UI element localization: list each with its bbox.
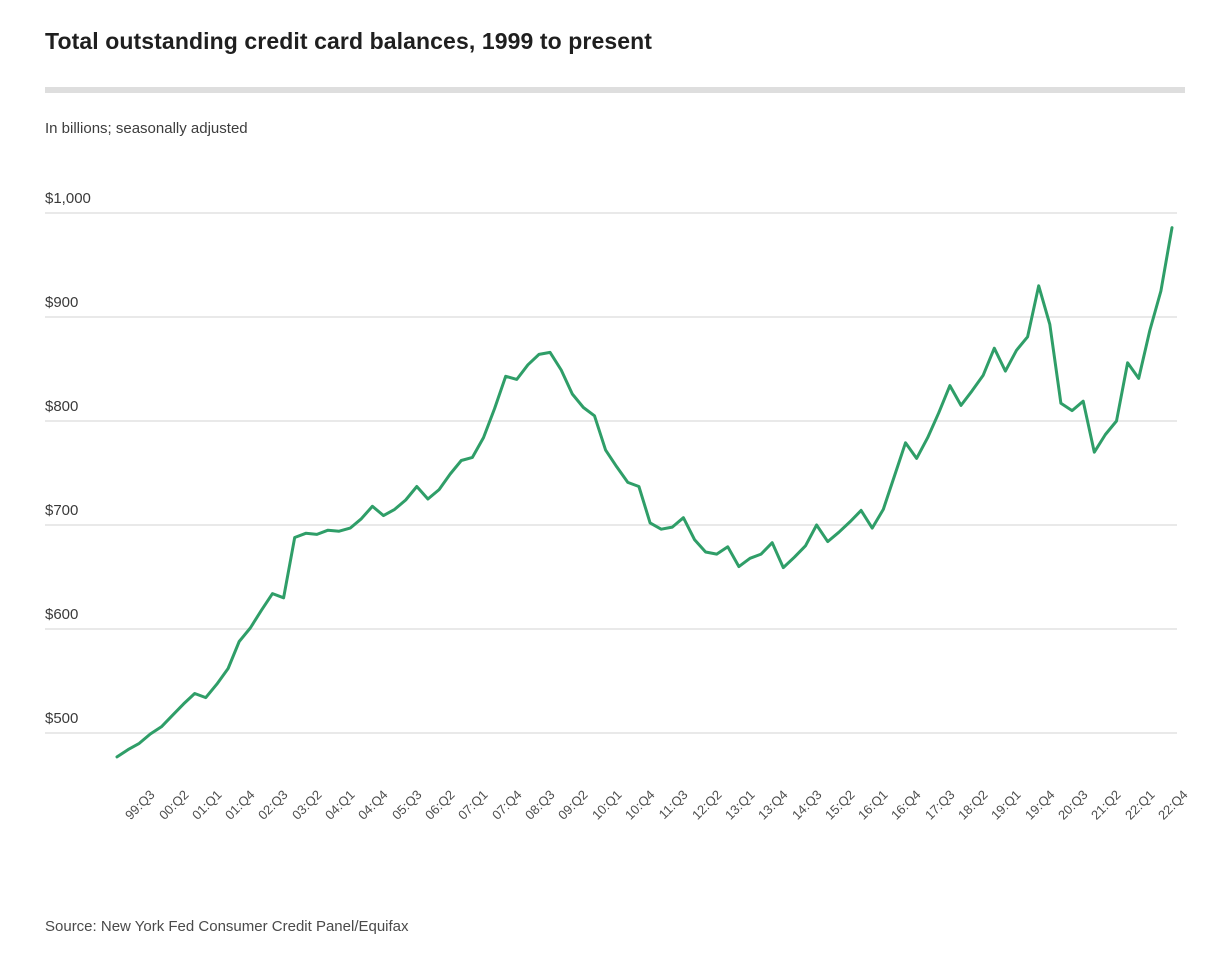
y-axis-label: $900 bbox=[45, 294, 79, 311]
title-divider bbox=[45, 87, 1185, 93]
series-line bbox=[115, 226, 1174, 759]
source-note: Source: New York Fed Consumer Credit Pan… bbox=[45, 918, 409, 935]
y-axis-label: $1,000 bbox=[45, 190, 91, 207]
y-axis-label: $500 bbox=[45, 710, 79, 727]
y-axis-label: $800 bbox=[45, 398, 79, 415]
page-title: Total outstanding credit card balances, … bbox=[45, 28, 653, 54]
y-axis-label: $600 bbox=[45, 606, 79, 623]
chart-subtitle: In billions; seasonally adjusted bbox=[45, 120, 248, 137]
y-axis-label: $700 bbox=[45, 502, 79, 519]
